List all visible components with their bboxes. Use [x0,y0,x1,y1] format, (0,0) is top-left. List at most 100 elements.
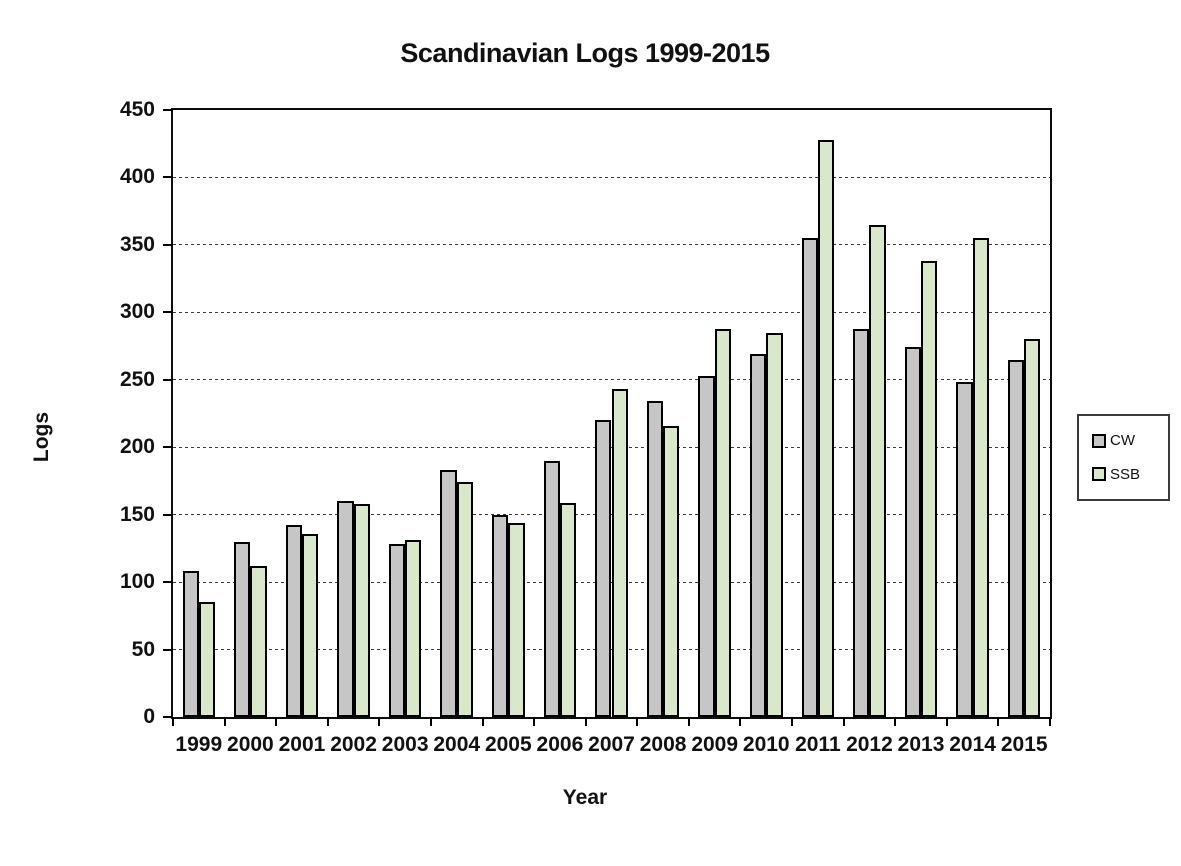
y-axis-tick-label-100: 100 [119,570,155,594]
x-axis-label-2007: 2007 [588,733,635,756]
x-axis-label-2003: 2003 [381,733,429,756]
legend-swatch-cw [1092,433,1106,448]
x-axis-label-2002: 2002 [330,733,377,756]
bar-cw-2012 [853,328,870,717]
bar-cw-2006 [543,460,560,717]
x-axis-label-2005: 2005 [484,733,532,756]
bar-cw-2004 [440,470,457,717]
legend-label-cw: CW [1110,432,1135,450]
x-axis-tick-10 [687,717,690,726]
y-axis-tick-label-400: 400 [119,165,155,189]
bar-cw-2000 [234,541,251,717]
bar-cw-1999 [182,571,199,717]
y-axis-tick-100 [163,581,173,584]
y-axis-tick-label-350: 350 [119,232,155,256]
x-axis-label-2014: 2014 [949,733,996,756]
bar-cw-2015 [1007,359,1025,717]
bar-ssb-2002 [353,503,370,717]
x-axis-tick-17 [1049,717,1051,726]
gridline-250 [173,379,1050,381]
x-axis-tick-15 [945,717,948,726]
bar-cw-2011 [801,238,818,717]
bar-ssb-2009 [714,328,731,717]
bar-cw-2009 [698,375,715,717]
legend-swatch-ssb [1092,467,1106,482]
y-axis-tick-50 [163,648,173,651]
x-axis-label-2004: 2004 [433,733,481,756]
x-axis-label-2010: 2010 [742,733,790,756]
y-axis-tick-200 [163,446,173,449]
bar-ssb-2001 [301,533,319,717]
x-axis-tick-0 [172,717,174,726]
gridline-300 [173,311,1050,313]
x-axis-tick-11 [739,717,742,726]
bar-ssb-2014 [972,238,989,717]
x-axis-label-2006: 2006 [536,733,584,756]
y-axis-title: Logs [30,411,53,463]
bar-ssb-1999 [198,602,216,717]
x-axis-tick-5 [429,717,432,726]
x-axis-tick-2 [275,717,278,726]
y-axis-tick-label-50: 50 [131,637,155,661]
x-axis-label-2011: 2011 [795,733,841,756]
x-axis-label-2008: 2008 [639,733,687,756]
y-axis-tick-150 [163,513,173,516]
legend-item-cw: CW [1092,432,1168,449]
bar-ssb-2003 [405,540,422,717]
x-axis-tick-8 [584,717,587,726]
bar-cw-2010 [750,354,767,717]
y-axis-tick-label-450: 450 [119,98,155,121]
gridline-400 [173,176,1050,178]
bar-ssb-2012 [869,224,886,717]
y-axis-tick-450 [163,109,173,111]
y-axis-tick-label-300: 300 [119,300,155,324]
bar-cw-2005 [492,514,509,717]
x-axis-tick-9 [636,717,639,726]
bar-cw-2014 [956,382,973,717]
bar-cw-2003 [388,544,406,717]
x-axis-tick-6 [481,717,484,726]
y-axis-tick-label-250: 250 [119,367,155,391]
bar-cw-2002 [337,501,354,717]
x-axis-label-2001: 2001 [278,733,326,756]
x-axis-tick-3 [326,717,329,726]
bar-ssb-2011 [817,139,835,717]
x-axis-tick-13 [842,717,845,726]
gridline-350 [173,244,1050,246]
x-axis-label-2012: 2012 [846,733,893,756]
bar-ssb-2005 [508,522,525,717]
bar-ssb-2015 [1024,339,1041,717]
x-axis-label-1999: 1999 [175,733,223,756]
y-axis-tick-250 [163,378,173,381]
bar-cw-2001 [285,525,302,717]
y-axis-tick-label-0: 0 [143,705,155,728]
bar-ssb-2007 [611,389,628,717]
chart-title: Scandinavian Logs 1999-2015 [400,38,770,68]
x-axis-tick-7 [533,717,536,726]
x-axis-tick-16 [997,717,1000,726]
bar-cw-2007 [595,420,612,717]
x-axis-label-2000: 2000 [227,733,274,756]
bar-ssb-2010 [766,332,783,717]
y-axis-tick-label-200: 200 [119,435,155,459]
x-axis-tick-1 [223,717,226,726]
legend-label-ssb: SSB [1110,465,1141,483]
bar-ssb-2013 [921,261,938,717]
x-axis-tick-14 [894,717,897,726]
y-axis-tick-label-150: 150 [119,502,155,526]
x-axis-tick-12 [791,717,794,726]
y-axis-tick-400 [163,176,173,179]
plot-area [171,108,1052,719]
legend: CW SSB [1077,414,1170,501]
bar-cw-2008 [646,401,664,717]
bar-ssb-2004 [456,482,473,717]
x-axis-title: Year [562,786,608,809]
y-axis-tick-0 [163,716,173,718]
x-axis-tick-4 [378,717,381,726]
bar-ssb-2006 [559,502,577,717]
x-axis-label-2009: 2009 [691,733,739,756]
y-axis-tick-300 [163,311,173,314]
bar-cw-2013 [904,347,922,717]
bar-ssb-2000 [250,565,267,717]
